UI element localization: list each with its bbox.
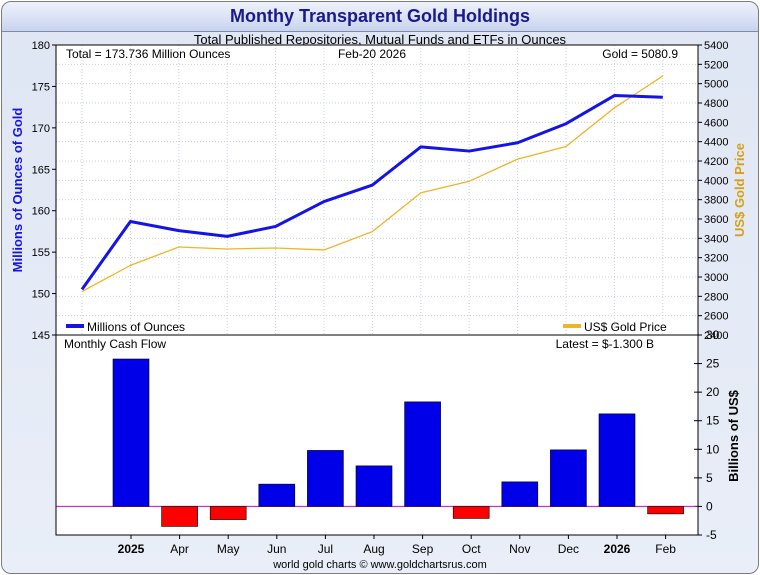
legend-gold-label: US$ Gold Price [584, 320, 667, 334]
cashflow-title: Monthly Cash Flow [64, 337, 166, 351]
cashflow-tick-label: 0 [706, 499, 713, 513]
cashflow-tick-label: 25 [706, 357, 720, 371]
holdings-right-tick-label: 5200 [704, 59, 728, 71]
plot-border [55, 44, 699, 536]
cashflow-bar [501, 481, 539, 507]
holdings-plot-area [56, 45, 698, 335]
cashflow-x-label: Oct [462, 542, 481, 556]
holdings-right-tick-label: 2800 [704, 291, 728, 303]
holdings-left-tick-label: 165 [32, 164, 50, 176]
holdings-left-tick-label: 160 [32, 206, 50, 218]
cashflow-tick-label: 5 [706, 471, 713, 485]
cashflow-x-label: Nov [509, 542, 530, 556]
cashflow-bar [112, 358, 150, 507]
holdings-right-tick-label: 4600 [704, 117, 728, 129]
info-date: Feb-20 2026 [338, 47, 406, 61]
cashflow-bar [258, 483, 296, 507]
holdings-right-tick-label: 3400 [704, 233, 728, 245]
info-total: Total = 173.736 Million Ounces [66, 47, 230, 61]
cashflow-x-label: 2025 [118, 542, 145, 556]
cashflow-x-label: Feb [655, 542, 676, 556]
chart-footer: world gold charts © www.goldchartsrus.co… [273, 559, 487, 571]
holdings-y-axis-title: Millions of Ounces of Gold [10, 108, 25, 273]
holdings-left-tick-label: 170 [32, 123, 50, 135]
cashflow-x-label: 2026 [604, 542, 631, 556]
cashflow-tick-label: 10 [706, 442, 720, 456]
cashflow-x-label: Jul [318, 542, 333, 556]
cashflow-x-label: Jun [267, 542, 286, 556]
cashflow-tick-label: -5 [706, 528, 717, 542]
gold-price-y-axis-title: US$ Gold Price [732, 143, 747, 237]
holdings-line [80, 94, 663, 291]
cashflow-bar [598, 413, 636, 507]
holdings-right-tick-label: 5400 [704, 40, 728, 52]
holdings-right-tick-label: 2400 [704, 330, 728, 342]
holdings-right-tick-label: 3600 [704, 214, 728, 226]
cashflow-x-label: Dec [558, 542, 579, 556]
title-bar: Monthy Transparent Gold Holdings [2, 2, 758, 32]
cashflow-bar [209, 506, 247, 520]
gold-price-line [81, 75, 664, 293]
holdings-right-tick-label: 4800 [704, 98, 728, 110]
cashflow-x-label: May [217, 542, 240, 556]
chart-subtitle: Total Published Repositories, Mutual Fun… [193, 32, 567, 47]
holdings-right-tick-label: 4400 [704, 137, 728, 149]
holdings-right-tick-label: 4000 [704, 175, 728, 187]
holdings-right-tick-label: 2600 [704, 311, 728, 323]
cashflow-bar [307, 450, 344, 507]
cashflow-bar [161, 506, 198, 527]
cashflow-bar [404, 401, 441, 507]
cashflow-bar [355, 465, 393, 507]
holdings-right-tick-label: 3000 [704, 272, 728, 284]
holdings-left-tick-label: 175 [32, 81, 50, 93]
holdings-right-tick-label: 5000 [704, 79, 728, 91]
cashflow-bar [647, 506, 684, 515]
holdings-left-tick-label: 155 [32, 247, 50, 259]
cashflow-bar [452, 506, 490, 519]
chart-title: Monthy Transparent Gold Holdings [229, 6, 530, 26]
holdings-right-tick-label: 3800 [704, 195, 728, 207]
cashflow-y-axis-title: Billions of US$ [726, 389, 741, 482]
cashflow-tick-label: 15 [706, 414, 720, 428]
cashflow-latest: Latest = $-1.300 B [556, 337, 654, 351]
cashflow-x-label: Sep [412, 542, 434, 556]
cashflow-x-label: Apr [170, 542, 189, 556]
holdings-right-tick-label: 3200 [704, 253, 728, 265]
cashflow-tick-label: 30 [706, 328, 720, 342]
cashflow-x-label: Aug [363, 542, 384, 556]
cashflow-tick-label: 20 [706, 385, 720, 399]
cashflow-bar [550, 449, 587, 507]
holdings-left-tick-label: 180 [32, 40, 50, 52]
info-gold-price: Gold = 5080.9 [602, 47, 678, 61]
legend-holdings-label: Millions of Ounces [87, 320, 185, 334]
holdings-left-tick-label: 150 [32, 289, 50, 301]
holdings-left-tick-label: 145 [32, 330, 50, 342]
holdings-right-tick-label: 4200 [704, 156, 728, 168]
